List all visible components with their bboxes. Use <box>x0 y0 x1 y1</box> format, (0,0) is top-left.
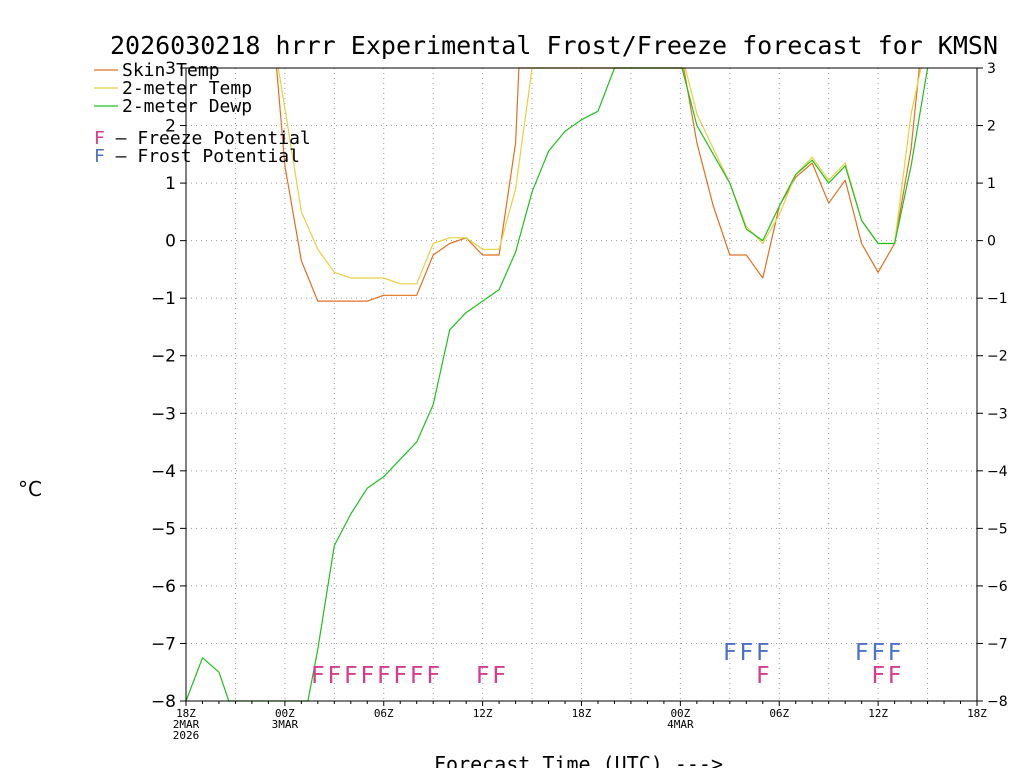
freeze-flag: F <box>311 663 325 689</box>
y-tick-label: 1 <box>165 174 176 194</box>
y-tick-label-right: −6 <box>987 579 1008 595</box>
x-tick-label: 2MAR <box>173 718 200 731</box>
x-tick-label: 2026 <box>173 729 200 742</box>
frost-flag: F <box>723 640 737 666</box>
y-tick-label: −3 <box>151 404 176 424</box>
y-tick-label-right: −3 <box>987 406 1008 422</box>
frost-flag: F <box>871 640 885 666</box>
y-tick-label-right: −1 <box>987 291 1008 307</box>
y-tick-label-right: −2 <box>987 349 1008 365</box>
freeze-potential-label: – Freeze Potential <box>105 128 311 149</box>
y-tick-label: −2 <box>151 347 176 367</box>
freeze-flag: F <box>377 663 391 689</box>
freeze-flag: F <box>410 663 424 689</box>
legend-freeze-potential: F – Freeze Potential <box>94 128 311 149</box>
freeze-flag: F <box>360 663 374 689</box>
freeze-marker: F <box>94 128 105 149</box>
frost-flag: F <box>888 640 902 666</box>
x-tick-label: 00Z <box>275 707 295 720</box>
freeze-flag: F <box>492 663 506 689</box>
x-tick-label: 12Z <box>473 707 493 720</box>
frost-flag: F <box>756 640 770 666</box>
y-tick-label-right: −7 <box>987 636 1008 652</box>
y-tick-label: −6 <box>151 577 176 597</box>
x-tick-label: 4MAR <box>667 718 694 731</box>
frost-flag: F <box>855 640 869 666</box>
y-tick-label-right: −8 <box>987 694 1008 710</box>
x-axis-label: Forecast Time (UTC) ---> <box>434 752 723 768</box>
y-tick-label: −4 <box>151 462 176 482</box>
x-tick-label: 18Z <box>572 707 592 720</box>
freeze-flag: F <box>327 663 341 689</box>
y-tick-label: 3 <box>165 59 176 79</box>
freeze-flag: F <box>393 663 407 689</box>
y-tick-label: −1 <box>151 289 176 309</box>
frost-marker: F <box>94 146 105 167</box>
series-line-skin-temp <box>276 67 920 302</box>
x-tick-label: 06Z <box>374 707 394 720</box>
freeze-flag: F <box>344 663 358 689</box>
freeze-flag: F <box>871 663 885 689</box>
x-tick-label: 00Z <box>670 707 690 720</box>
x-tick-label: 06Z <box>769 707 789 720</box>
freeze-flag: F <box>888 663 902 689</box>
legend: Skin Temp 2-meter Temp 2-meter Dewp F – … <box>94 60 311 167</box>
grid-lines <box>186 68 977 701</box>
freeze-flag: F <box>426 663 440 689</box>
legend-label-skin-temp: Skin Temp <box>122 60 220 81</box>
y-tick-label: −7 <box>151 634 176 654</box>
series-line-2-meter-temp <box>277 67 922 285</box>
y-tick-label: −8 <box>151 692 176 712</box>
potential-flags: F F F F F F F F F F F F FF F F F F F <box>311 640 902 689</box>
y-tick-label-right: 3 <box>987 61 996 77</box>
x-tick-label: 3MAR <box>272 718 299 731</box>
y-tick-label-right: −4 <box>987 464 1008 480</box>
x-tick-label: 12Z <box>868 707 888 720</box>
legend-label-2m-temp: 2-meter Temp <box>122 78 252 99</box>
legend-label-2m-dewp: 2-meter Dewp <box>122 96 252 117</box>
y-tick-label-right: 0 <box>987 234 996 250</box>
y-axis-label: °C <box>18 477 42 501</box>
chart-title: 2026030218 hrrr Experimental Frost/Freez… <box>110 31 998 60</box>
y-tick-label: −5 <box>151 519 176 539</box>
series-line-2-meter-dewp <box>185 67 929 702</box>
frost-potential-label: – Frost Potential <box>105 146 300 167</box>
freeze-flag: F <box>756 663 770 689</box>
legend-frost-potential: F – Frost Potential <box>94 146 300 167</box>
plot-frame <box>185 67 978 702</box>
frost-flag: F <box>739 640 753 666</box>
y-tick-label-right: 1 <box>987 176 996 192</box>
y-axis-left: −8 −7 −6 −5 −4 −3 −2 −1 0 1 2 3 <box>151 59 186 712</box>
x-tick-label: 18Z <box>967 707 987 720</box>
y-tick-label: 2 <box>165 117 176 137</box>
y-tick-label-right: 2 <box>987 119 996 135</box>
y-tick-label: 0 <box>165 232 176 252</box>
x-tick-label: 18Z <box>176 707 196 720</box>
y-axis-right: −8 −7 −6 −5 −4 −3 −2 −1 0 1 2 3 <box>977 61 1008 710</box>
y-tick-label-right: −5 <box>987 521 1008 537</box>
freeze-flag: F <box>476 663 490 689</box>
